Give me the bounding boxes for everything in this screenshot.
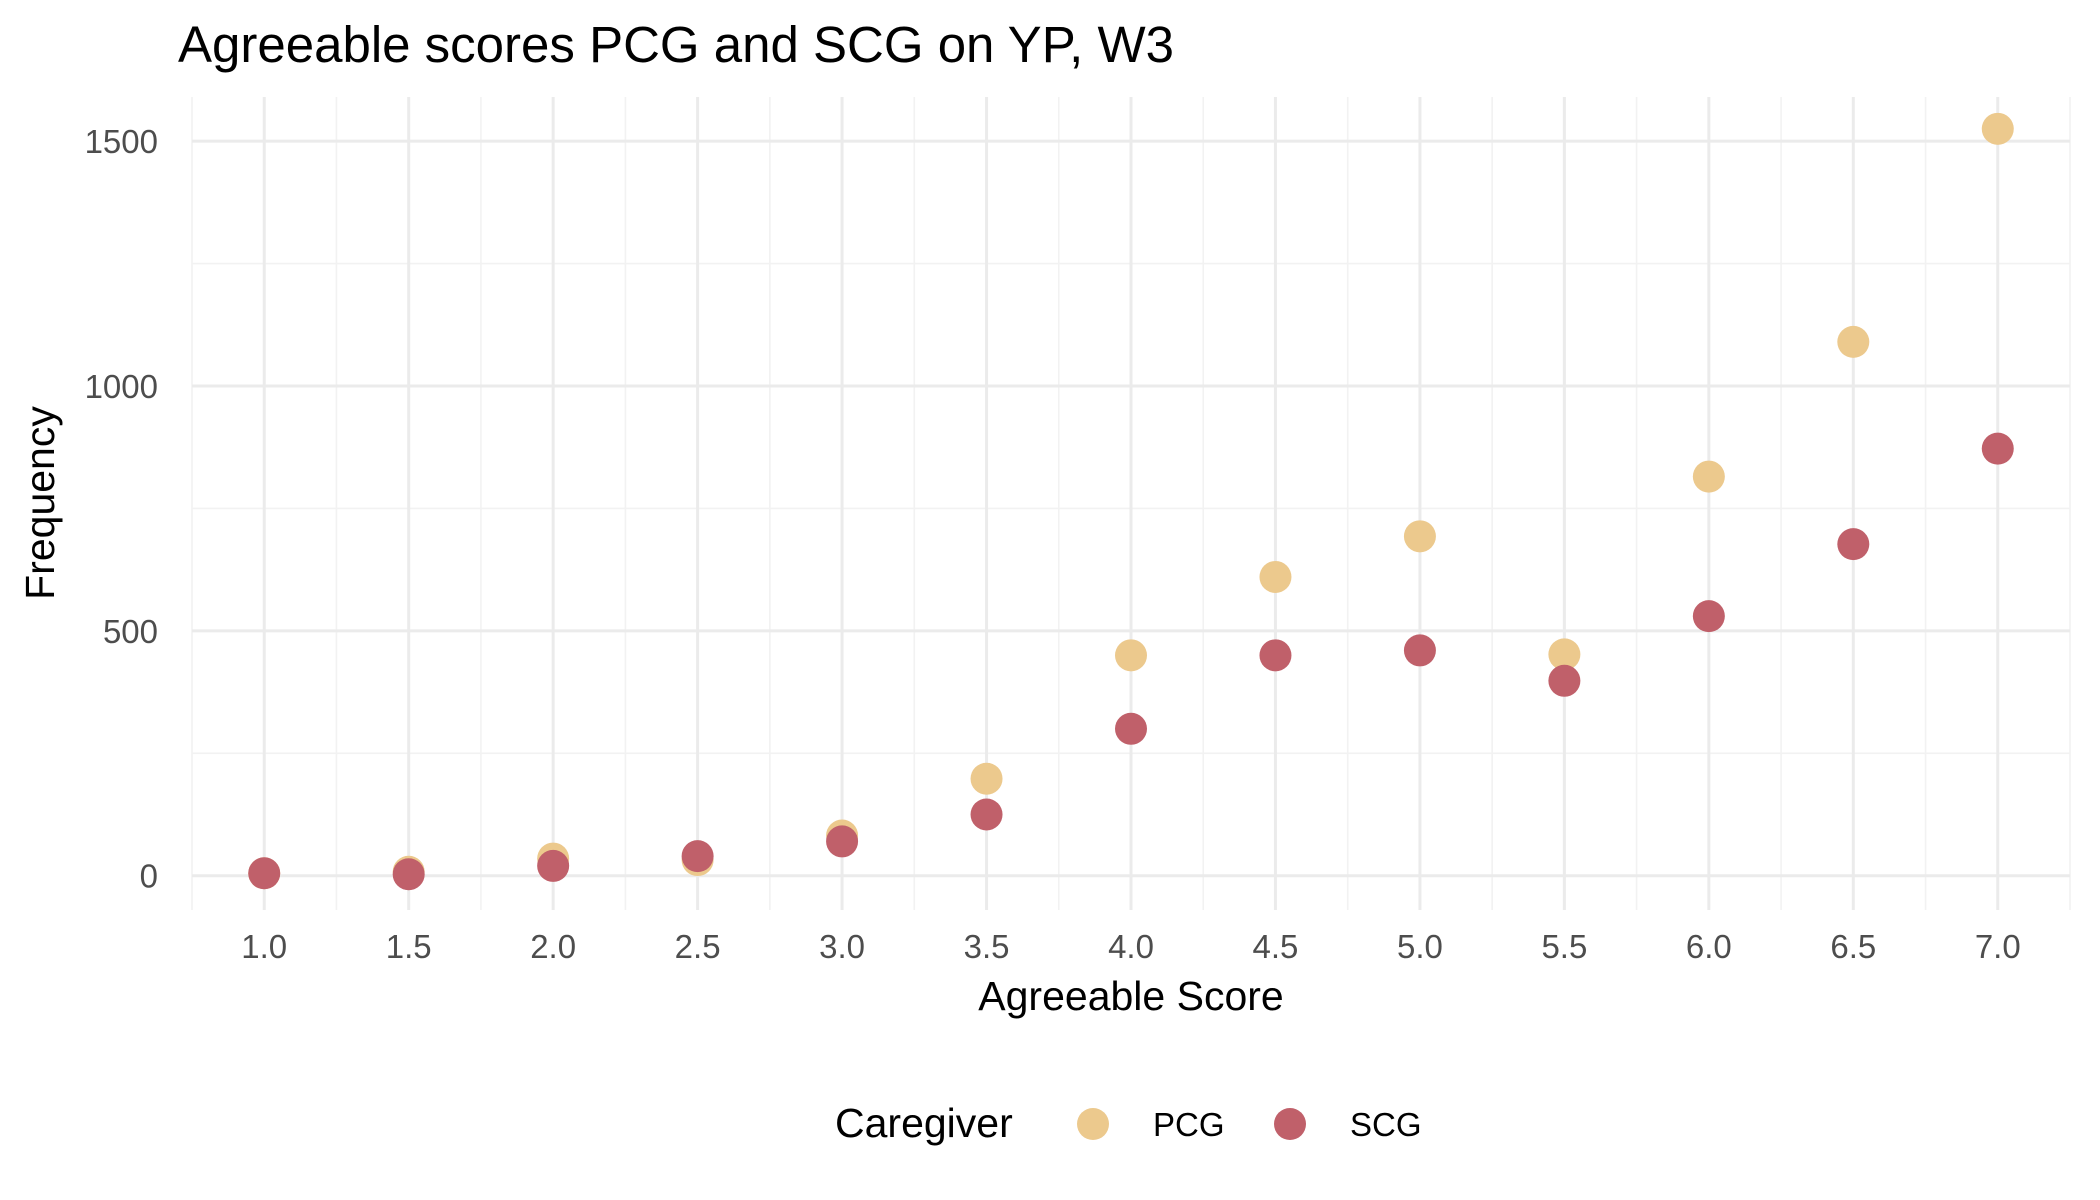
legend-label-scg: SCG bbox=[1350, 1106, 1422, 1143]
x-tick-label: 3.5 bbox=[964, 928, 1010, 965]
y-axis-ticks: 0 500 1000 1500 bbox=[85, 123, 158, 895]
x-tick-label: 2.5 bbox=[675, 928, 721, 965]
x-tick-label: 4.0 bbox=[1108, 928, 1154, 965]
point-scg bbox=[1259, 639, 1292, 672]
point-scg bbox=[1837, 528, 1870, 561]
point-scg bbox=[1115, 712, 1147, 745]
x-tick-label: 7.0 bbox=[1975, 928, 2021, 965]
point-pcg bbox=[1403, 520, 1436, 553]
point-scg bbox=[1692, 600, 1725, 633]
point-scg bbox=[826, 825, 859, 858]
chart-title: Agreeable scores PCG and SCG on YP, W3 bbox=[178, 16, 1174, 73]
point-scg bbox=[537, 849, 570, 882]
legend-key-scg bbox=[1274, 1108, 1306, 1140]
x-tick-label: 2.0 bbox=[530, 928, 576, 965]
grid bbox=[191, 97, 2071, 910]
series-scg bbox=[248, 432, 2014, 891]
point-scg bbox=[1548, 664, 1581, 697]
point-pcg bbox=[1692, 460, 1725, 493]
x-axis-title: Agreeable Score bbox=[978, 973, 1283, 1019]
point-scg bbox=[1403, 634, 1436, 667]
point-scg bbox=[392, 858, 425, 891]
point-pcg bbox=[1548, 638, 1581, 671]
point-pcg bbox=[970, 762, 1003, 795]
x-tick-label: 1.0 bbox=[241, 928, 287, 965]
y-tick-label: 1500 bbox=[85, 123, 158, 160]
y-tick-label: 500 bbox=[103, 613, 158, 650]
legend-title: Caregiver bbox=[835, 1100, 1013, 1146]
legend: Caregiver PCG SCG bbox=[835, 1100, 1422, 1146]
point-scg bbox=[1981, 432, 2014, 465]
point-pcg bbox=[1837, 325, 1870, 358]
x-tick-label: 4.5 bbox=[1253, 928, 1299, 965]
data-points bbox=[248, 112, 2014, 891]
x-tick-label: 1.5 bbox=[386, 928, 432, 965]
point-pcg bbox=[1981, 112, 2014, 145]
x-tick-label: 5.5 bbox=[1541, 928, 1587, 965]
x-axis-ticks: 1.0 1.5 2.0 2.5 3.0 3.5 4.0 4.5 5.0 5.5 6.0 6.5 7.0 bbox=[241, 928, 2020, 965]
legend-label-pcg: PCG bbox=[1153, 1106, 1225, 1143]
point-pcg bbox=[1115, 639, 1147, 672]
y-axis-title: Frequency bbox=[17, 406, 63, 600]
x-tick-label: 6.5 bbox=[1830, 928, 1876, 965]
x-tick-label: 3.0 bbox=[819, 928, 865, 965]
x-tick-label: 5.0 bbox=[1397, 928, 1443, 965]
point-scg bbox=[970, 798, 1003, 831]
x-tick-label: 6.0 bbox=[1686, 928, 1732, 965]
y-tick-label: 1000 bbox=[85, 368, 158, 405]
point-pcg bbox=[1259, 560, 1292, 593]
point-scg bbox=[681, 840, 714, 873]
point-scg bbox=[248, 857, 281, 890]
legend-key-pcg bbox=[1077, 1108, 1109, 1140]
y-tick-label: 0 bbox=[140, 858, 158, 895]
